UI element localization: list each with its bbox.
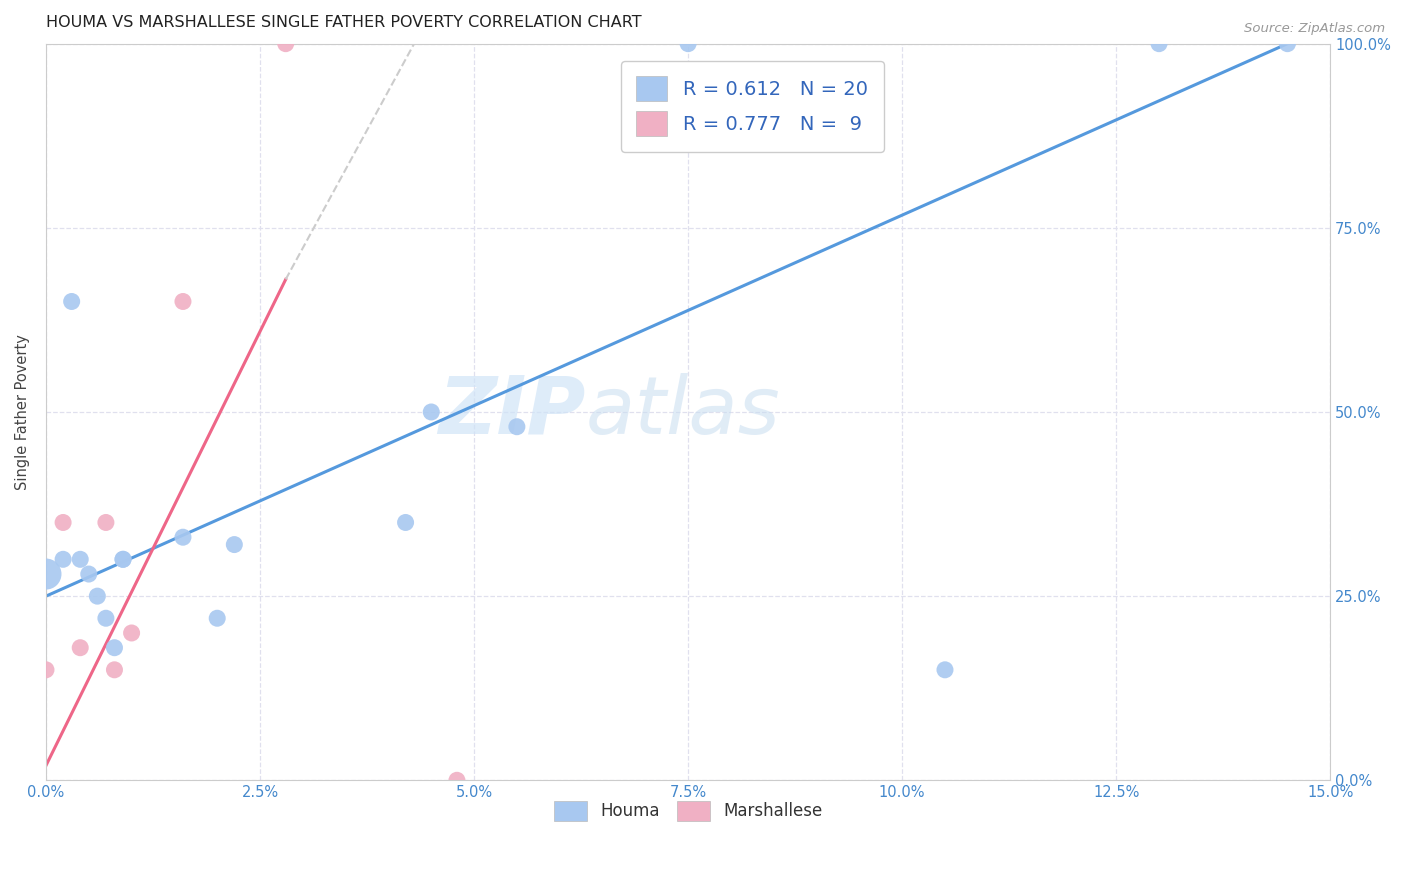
Point xyxy=(172,294,194,309)
Point xyxy=(121,626,143,640)
Point xyxy=(274,37,297,51)
Legend: Houma, Marshallese: Houma, Marshallese xyxy=(547,795,830,827)
Point xyxy=(86,589,108,603)
Point xyxy=(205,611,228,625)
Point xyxy=(420,405,443,419)
Point xyxy=(676,37,699,51)
Point xyxy=(94,611,117,625)
Point xyxy=(1147,37,1170,51)
Text: HOUMA VS MARSHALLESE SINGLE FATHER POVERTY CORRELATION CHART: HOUMA VS MARSHALLESE SINGLE FATHER POVER… xyxy=(46,15,641,30)
Point xyxy=(52,516,75,530)
Point xyxy=(172,530,194,544)
Text: atlas: atlas xyxy=(585,373,780,451)
Point xyxy=(934,663,956,677)
Point xyxy=(52,552,75,566)
Point xyxy=(506,419,529,434)
Point xyxy=(112,552,135,566)
Text: ZIP: ZIP xyxy=(439,373,585,451)
Point xyxy=(77,567,100,582)
Point xyxy=(35,663,58,677)
Point xyxy=(112,552,135,566)
Point xyxy=(69,552,91,566)
Point xyxy=(446,773,468,788)
Point xyxy=(103,640,125,655)
Point xyxy=(35,567,58,582)
Point xyxy=(69,640,91,655)
Point xyxy=(103,663,125,677)
Point xyxy=(94,516,117,530)
Point xyxy=(394,516,416,530)
Text: Source: ZipAtlas.com: Source: ZipAtlas.com xyxy=(1244,22,1385,36)
Point xyxy=(1277,37,1299,51)
Y-axis label: Single Father Poverty: Single Father Poverty xyxy=(15,334,30,490)
Point xyxy=(60,294,83,309)
Point xyxy=(224,538,246,552)
